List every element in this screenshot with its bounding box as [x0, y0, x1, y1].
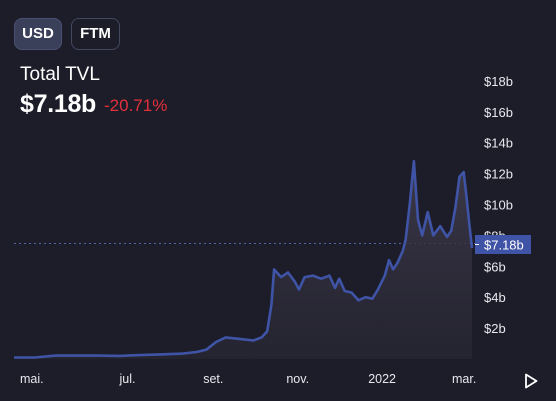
tvl-change-percent: -20.71% [104, 96, 168, 115]
y-tick-label: $12b [484, 167, 513, 182]
y-tick-label: $14b [484, 136, 513, 151]
y-tick-label: $18b [484, 74, 513, 89]
y-tick-label: $4b [484, 290, 506, 305]
tvl-series-line [14, 159, 474, 359]
x-tick-label: mar. [452, 372, 476, 386]
x-tick-label: mai. [20, 372, 44, 386]
x-axis: mai. jul. set. nov. 2022 mar. [20, 372, 476, 386]
chart-title: Total TVL [20, 64, 100, 85]
y-axis: $2b$4b$6b$8b$10b$12b$14b$16b$18b [484, 74, 513, 336]
current-value-tag-background [475, 235, 531, 254]
y-tick-label: $6b [484, 259, 506, 274]
x-tick-label: set. [203, 372, 223, 386]
y-tick-label: $2b [484, 321, 506, 336]
y-tick-label: $16b [484, 105, 513, 120]
current-value-tag: $7.18b [475, 235, 531, 254]
y-tick-label: $10b [484, 198, 513, 213]
tvl-value: $7.18b [20, 90, 97, 118]
current-value-label: $7.18b [484, 238, 524, 253]
x-tick-label: jul. [119, 372, 136, 386]
x-tick-label: nov. [286, 372, 309, 386]
currency-ftm-button[interactable]: FTM [71, 18, 120, 50]
x-tick-label: 2022 [368, 372, 396, 386]
currency-usd-button[interactable]: USD [14, 18, 62, 50]
play-icon[interactable] [524, 373, 538, 389]
tvl-area [14, 161, 472, 359]
